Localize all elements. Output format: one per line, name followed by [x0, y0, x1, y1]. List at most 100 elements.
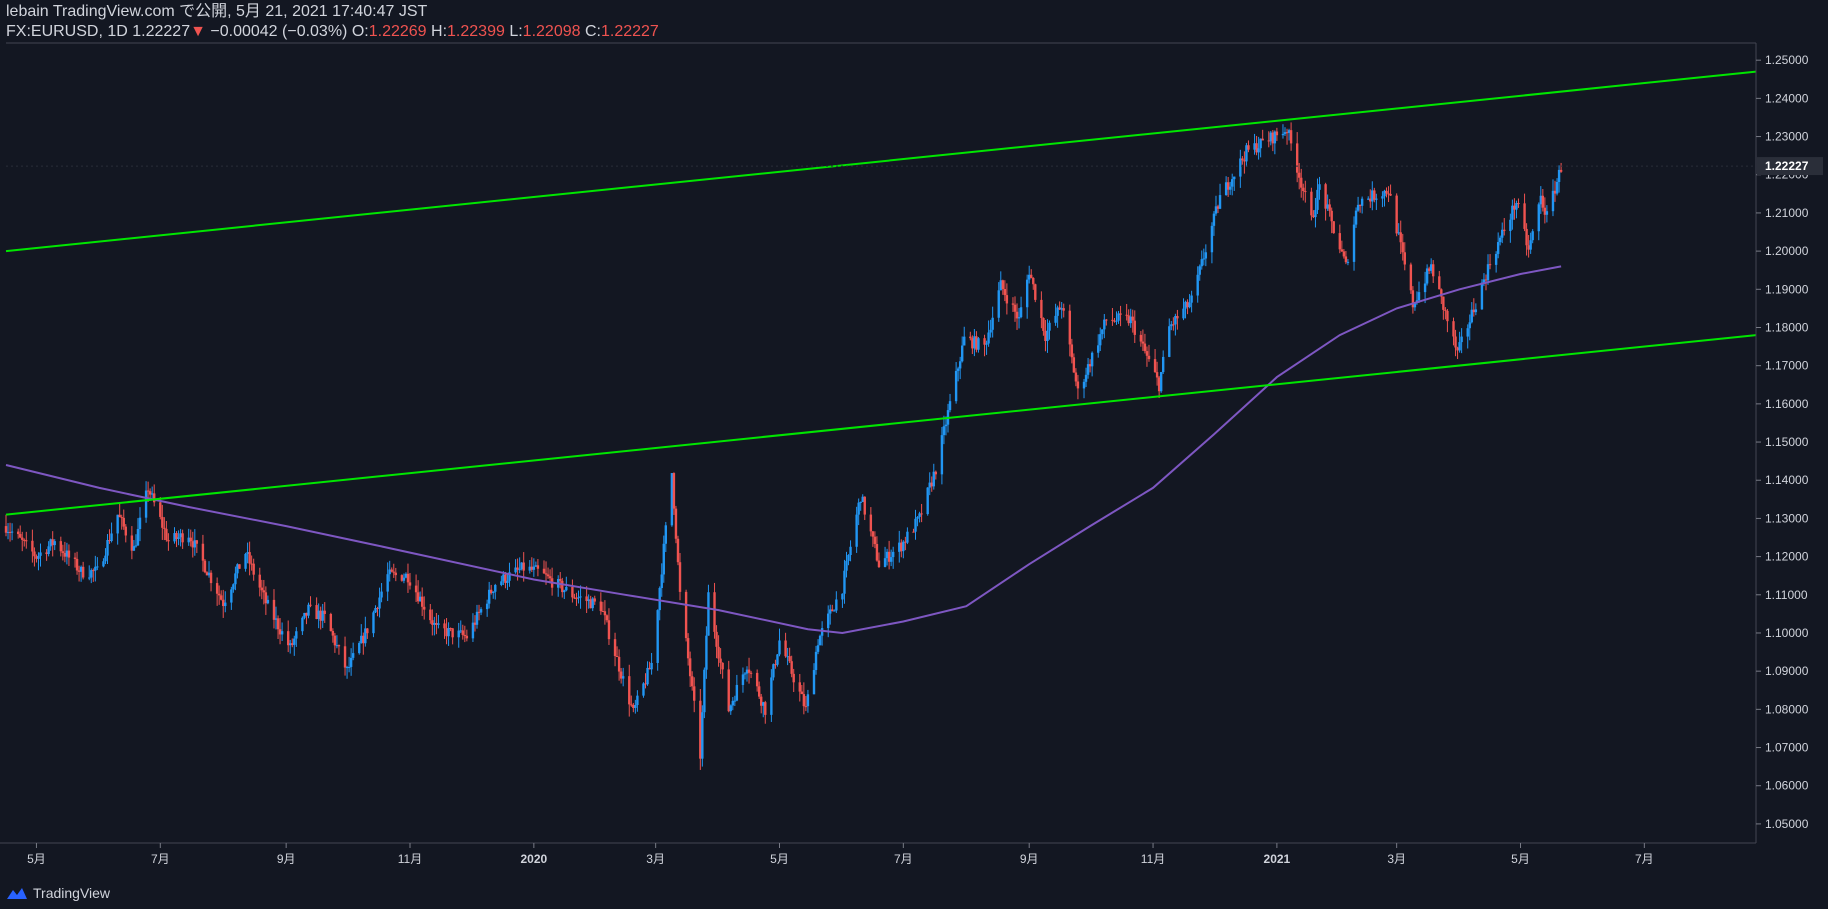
upper-channel-line[interactable]	[5, 70, 1757, 253]
candle	[122, 509, 125, 530]
candle	[674, 505, 678, 544]
candle	[366, 628, 369, 639]
candle	[414, 574, 418, 603]
candle	[891, 546, 895, 569]
candle	[1346, 259, 1350, 266]
candle	[1551, 179, 1555, 217]
candle	[904, 536, 907, 551]
candle	[252, 558, 255, 581]
candle	[1267, 131, 1270, 148]
candle	[286, 620, 290, 653]
candle	[745, 666, 749, 682]
candle	[1200, 250, 1203, 270]
candle	[887, 540, 891, 570]
candle	[1409, 262, 1413, 294]
candle	[646, 661, 649, 686]
symbol-timeframe[interactable]: FX:EURUSD, 1D	[6, 23, 128, 40]
candle	[1360, 196, 1364, 214]
candle	[51, 531, 54, 557]
candle	[579, 585, 582, 609]
candle	[719, 648, 722, 675]
candle	[644, 673, 647, 689]
candle	[1226, 177, 1230, 197]
candle	[1214, 195, 1218, 216]
candle	[747, 657, 751, 684]
candle	[21, 531, 24, 552]
candle	[975, 331, 978, 353]
candle	[1147, 344, 1151, 362]
candle	[49, 538, 52, 551]
candle	[244, 552, 247, 572]
candle	[1312, 210, 1315, 219]
candle	[1310, 187, 1313, 221]
candle	[628, 664, 631, 717]
candle	[73, 552, 77, 568]
candle	[53, 539, 56, 551]
candle	[108, 529, 111, 544]
candle	[118, 503, 121, 518]
plot-area[interactable]	[0, 43, 1756, 843]
candle	[445, 618, 448, 645]
lower-channel-line[interactable]	[5, 334, 1757, 516]
candle	[1157, 375, 1161, 399]
moving-average-line[interactable]	[5, 265, 1562, 635]
candle	[1210, 222, 1214, 264]
candle	[1072, 353, 1076, 373]
low-label: L:	[509, 23, 523, 40]
y-tick-label: 1.25000	[1765, 53, 1809, 67]
candle	[349, 648, 353, 676]
candle	[364, 616, 367, 647]
candle	[1141, 329, 1145, 351]
y-tick-label: 1.18000	[1765, 320, 1809, 334]
candle	[317, 603, 320, 629]
candle	[956, 366, 960, 382]
candle	[1395, 193, 1398, 237]
candle	[875, 536, 879, 562]
candle	[90, 568, 93, 584]
candle	[148, 488, 152, 500]
candle	[1161, 350, 1165, 374]
candle	[1155, 361, 1159, 386]
candle	[1168, 318, 1171, 358]
candle	[717, 635, 720, 667]
candle	[10, 523, 14, 541]
candle	[1042, 317, 1045, 336]
candle	[195, 539, 199, 554]
candle	[1472, 298, 1476, 317]
candle	[374, 605, 377, 613]
candle	[1287, 128, 1291, 141]
candle	[790, 655, 793, 678]
candle	[632, 702, 635, 713]
candle	[607, 608, 611, 645]
candle	[189, 529, 192, 547]
candle	[1559, 162, 1563, 173]
candle	[847, 554, 850, 566]
candle	[1527, 234, 1530, 258]
candle	[1494, 251, 1498, 273]
y-tick-label: 1.11000	[1765, 588, 1808, 602]
candle	[1358, 204, 1362, 213]
candle	[1182, 298, 1185, 321]
candle	[1417, 281, 1421, 303]
candle	[1283, 127, 1287, 136]
candle	[916, 516, 919, 527]
candle	[463, 625, 467, 643]
candle	[833, 609, 836, 612]
candle	[1186, 299, 1189, 315]
candle	[1198, 264, 1201, 281]
candle	[1044, 319, 1047, 352]
candle	[104, 548, 107, 565]
candle	[845, 551, 848, 578]
open-label: O:	[351, 23, 369, 40]
candle	[331, 628, 335, 643]
candle	[435, 613, 438, 635]
candle	[1486, 254, 1490, 285]
candle	[636, 690, 639, 712]
candle	[987, 320, 990, 347]
candle	[1369, 189, 1372, 208]
tradingview-brand[interactable]: TradingView	[6, 885, 110, 901]
candle	[634, 699, 637, 714]
candle	[1531, 229, 1534, 244]
time-axis[interactable]: 5月 7月 9月 11月 2020 3月 5月 7月 9月 11月 2021 3月 5月 7月	[27, 843, 1654, 866]
